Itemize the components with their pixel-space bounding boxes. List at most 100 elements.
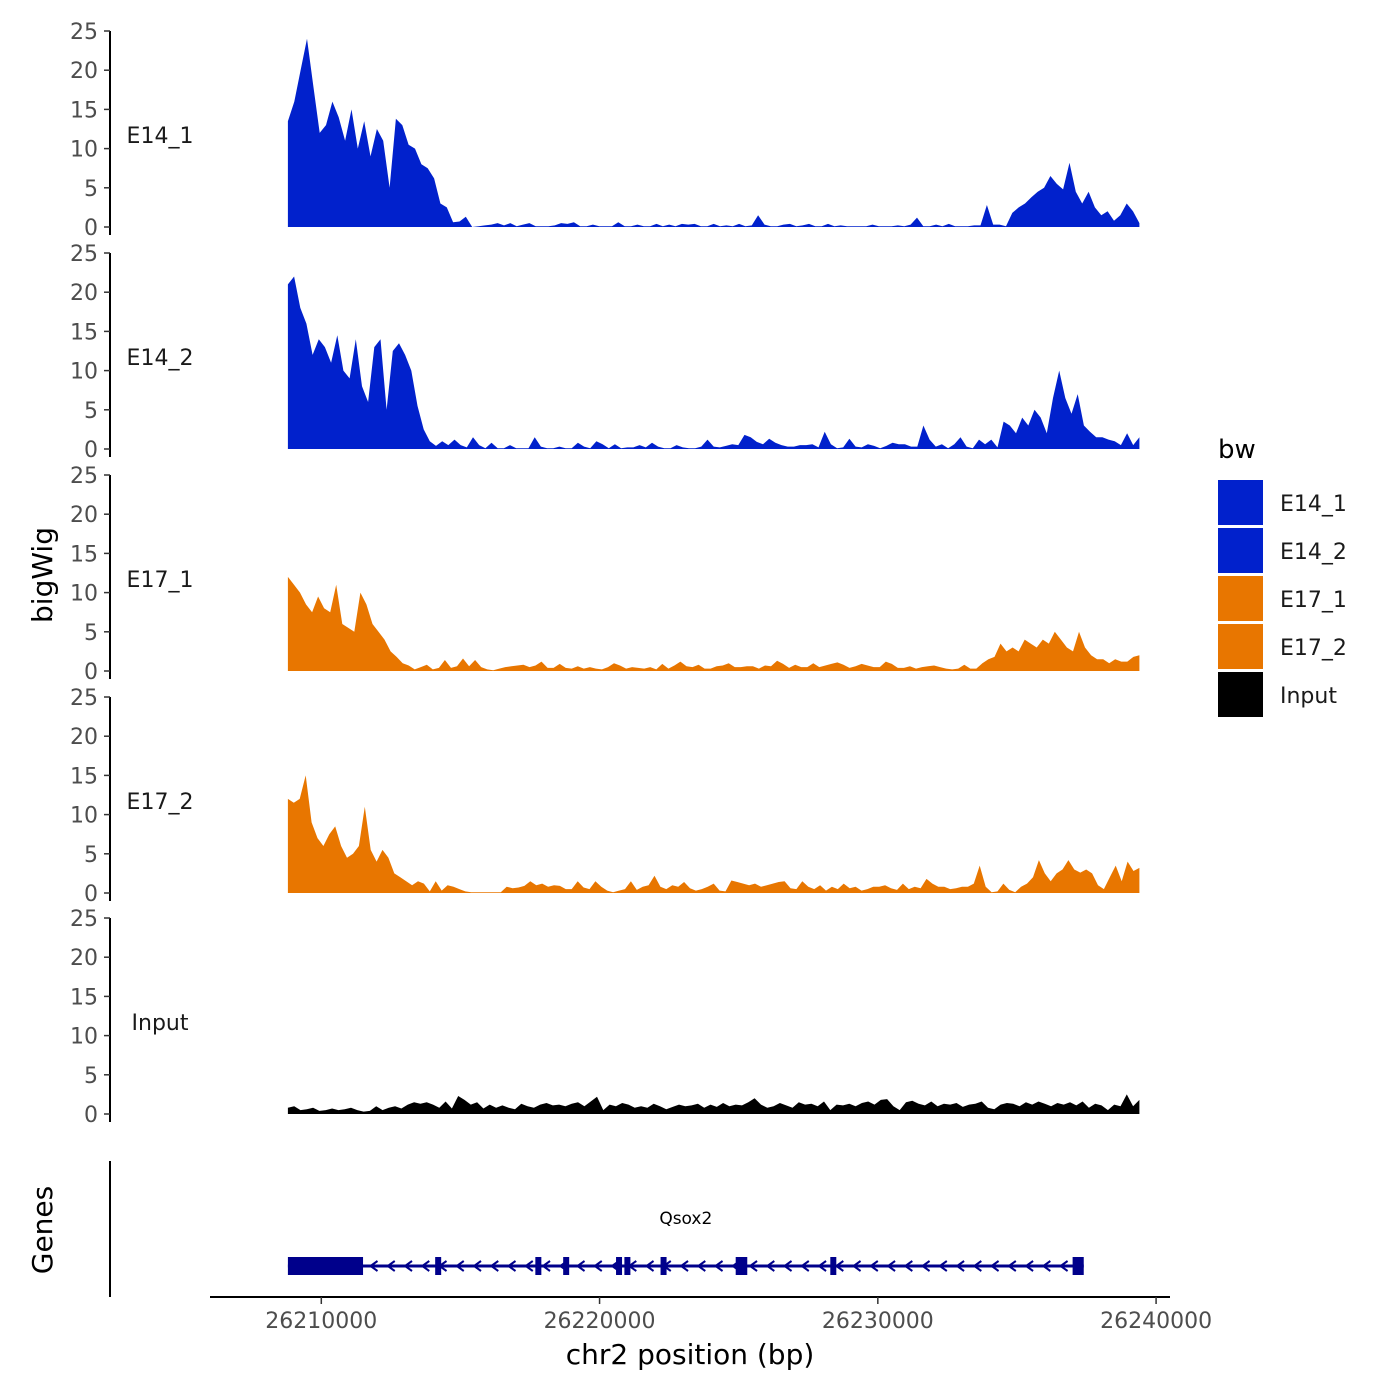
legend-swatch-Input (1218, 672, 1263, 717)
strand-arrow (679, 1260, 689, 1272)
legend-label-E17_2: E17_2 (1280, 636, 1347, 661)
gene-exon (563, 1257, 570, 1275)
x-tick-label: 26210000 (265, 1309, 377, 1334)
y-tick-label: 10 (70, 360, 98, 385)
strand-arrow (817, 1260, 827, 1272)
y-tick-label: 20 (70, 725, 98, 750)
y-axis-title: bigWig (26, 527, 59, 623)
strand-arrow (644, 1260, 655, 1272)
gene-exon (741, 1257, 748, 1275)
y-tick-label: 10 (70, 138, 98, 163)
x-tick-label: 26230000 (822, 1309, 934, 1334)
strand-arrow (748, 1260, 758, 1272)
strand-arrow (506, 1260, 517, 1272)
y-tick-label: 15 (70, 320, 98, 345)
x-tick-label: 26240000 (1100, 1309, 1212, 1334)
strand-arrow (455, 1260, 465, 1272)
strand-arrow (886, 1260, 896, 1272)
y-tick-label: 15 (70, 985, 98, 1010)
legend-label-Input: Input (1280, 684, 1337, 709)
x-axis: 26210000 26220000 26230000 26240000 (210, 1296, 1212, 1334)
strand-arrow (782, 1260, 793, 1272)
strand-arrow (420, 1260, 430, 1272)
y-tick-label: 15 (70, 764, 98, 789)
strand-arrow (869, 1260, 879, 1272)
coverage-area-E17_1 (287, 576, 1140, 671)
y-tick-label: 5 (84, 843, 98, 868)
strand-arrow (472, 1260, 482, 1272)
strand-arrow (851, 1260, 862, 1272)
y-tick-label: 5 (84, 1064, 98, 1089)
coverage-area-E14_1 (287, 38, 1140, 227)
legend-swatch-E17_2 (1218, 624, 1263, 669)
gene-exon (624, 1257, 631, 1275)
strand-arrow (489, 1260, 499, 1272)
y-tick-label: 25 (70, 686, 98, 711)
strand-arrow (1058, 1260, 1069, 1272)
y-tick-label: 20 (70, 59, 98, 84)
strand-arrow (1007, 1260, 1017, 1272)
strand-arrow (403, 1260, 413, 1272)
x-axis-title: chr2 position (bp) (566, 1338, 815, 1371)
legend-title: bw (1218, 435, 1256, 465)
legend-label-E14_1: E14_1 (1280, 492, 1347, 517)
y-tick-label: 0 (84, 1103, 98, 1128)
panel-label: E17_2 (127, 790, 194, 815)
coverage-area-Input (287, 1094, 1140, 1114)
y-tick-label: 15 (70, 98, 98, 123)
strand-arrow (541, 1260, 551, 1272)
gene-exon-block (1072, 1257, 1084, 1275)
coverage-panels: 0 5 10 15 20 25 E14_1 0 5 10 15 20 25 E14_2 0 5 10 15 20 25… (70, 20, 1140, 1128)
y-tick-label: 10 (70, 582, 98, 607)
strand-arrow (696, 1260, 706, 1272)
y-tick-label: 0 (84, 660, 98, 685)
legend-swatch-E14_2 (1218, 528, 1263, 573)
y-tick-label: 20 (70, 281, 98, 306)
panel-E17_1: 0 5 10 15 20 25 E17_1 (70, 464, 1140, 685)
panel-label: E14_2 (127, 346, 194, 371)
y-tick-label: 25 (70, 242, 98, 267)
gene-track-title: Genes (26, 1186, 59, 1274)
y-tick-label: 0 (84, 216, 98, 241)
y-tick-label: 0 (84, 882, 98, 907)
y-tick-label: 20 (70, 503, 98, 528)
gene-exon (435, 1257, 442, 1275)
panel-E14_1: 0 5 10 15 20 25 E14_1 (70, 20, 1140, 241)
strand-arrow (765, 1260, 775, 1272)
strand-arrow (938, 1260, 948, 1272)
coverage-area-E17_2 (287, 775, 1140, 893)
strand-arrow (955, 1260, 965, 1272)
legend-swatch-E14_1 (1218, 480, 1263, 525)
panel-label: E14_1 (127, 124, 194, 149)
y-tick-label: 5 (84, 399, 98, 424)
panel-label: Input (132, 1011, 189, 1036)
gene-exon (535, 1257, 542, 1275)
y-tick-label: 5 (84, 177, 98, 202)
panel-E14_2: 0 5 10 15 20 25 E14_2 (70, 242, 1140, 463)
legend-label-E17_1: E17_1 (1280, 588, 1347, 613)
strand-arrow (593, 1260, 603, 1272)
strand-arrow (972, 1260, 982, 1272)
strand-arrow (386, 1260, 396, 1272)
strand-arrow (1041, 1260, 1051, 1272)
panel-E17_2: 0 5 10 15 20 25 E17_2 (70, 686, 1140, 907)
strand-arrow (920, 1260, 931, 1272)
strand-arrow (903, 1260, 913, 1272)
x-tick-label: 26220000 (544, 1309, 656, 1334)
gene-name-label: Qsox2 (659, 1209, 712, 1229)
y-tick-label: 10 (70, 1025, 98, 1050)
gene-exon-block (287, 1257, 364, 1275)
y-tick-label: 0 (84, 438, 98, 463)
panel-Input: 0 5 10 15 20 25 Input (70, 907, 1140, 1128)
strand-arrow (834, 1260, 844, 1272)
legend-swatch-E17_1 (1218, 576, 1263, 621)
y-tick-label: 25 (70, 907, 98, 932)
coverage-area-E14_2 (287, 276, 1140, 449)
gene-exon (830, 1257, 837, 1275)
y-tick-label: 20 (70, 946, 98, 971)
gene-exon (660, 1257, 667, 1275)
strand-arrow (524, 1260, 534, 1272)
strand-arrow (575, 1260, 586, 1272)
gene-exon (735, 1257, 742, 1275)
